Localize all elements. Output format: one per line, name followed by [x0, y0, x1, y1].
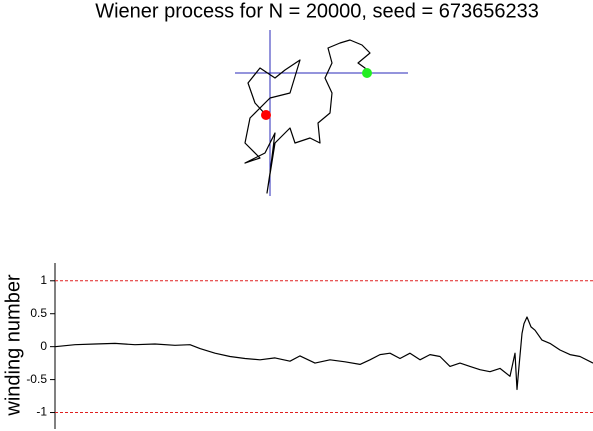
start-point	[261, 110, 271, 120]
data-line	[244, 39, 371, 194]
data-line	[54, 316, 593, 391]
end-point	[362, 68, 372, 78]
y-tick-label: -0.5	[26, 372, 47, 386]
y-tick-label: 1	[40, 273, 47, 287]
y-tick-label: -1	[36, 405, 47, 419]
y-tick-label: 0	[40, 339, 47, 353]
chart-title: Wiener process for N = 20000, seed = 673…	[95, 0, 539, 22]
y-tick-label: 0.5	[30, 306, 47, 320]
y-axis-label: winding number	[2, 274, 24, 417]
